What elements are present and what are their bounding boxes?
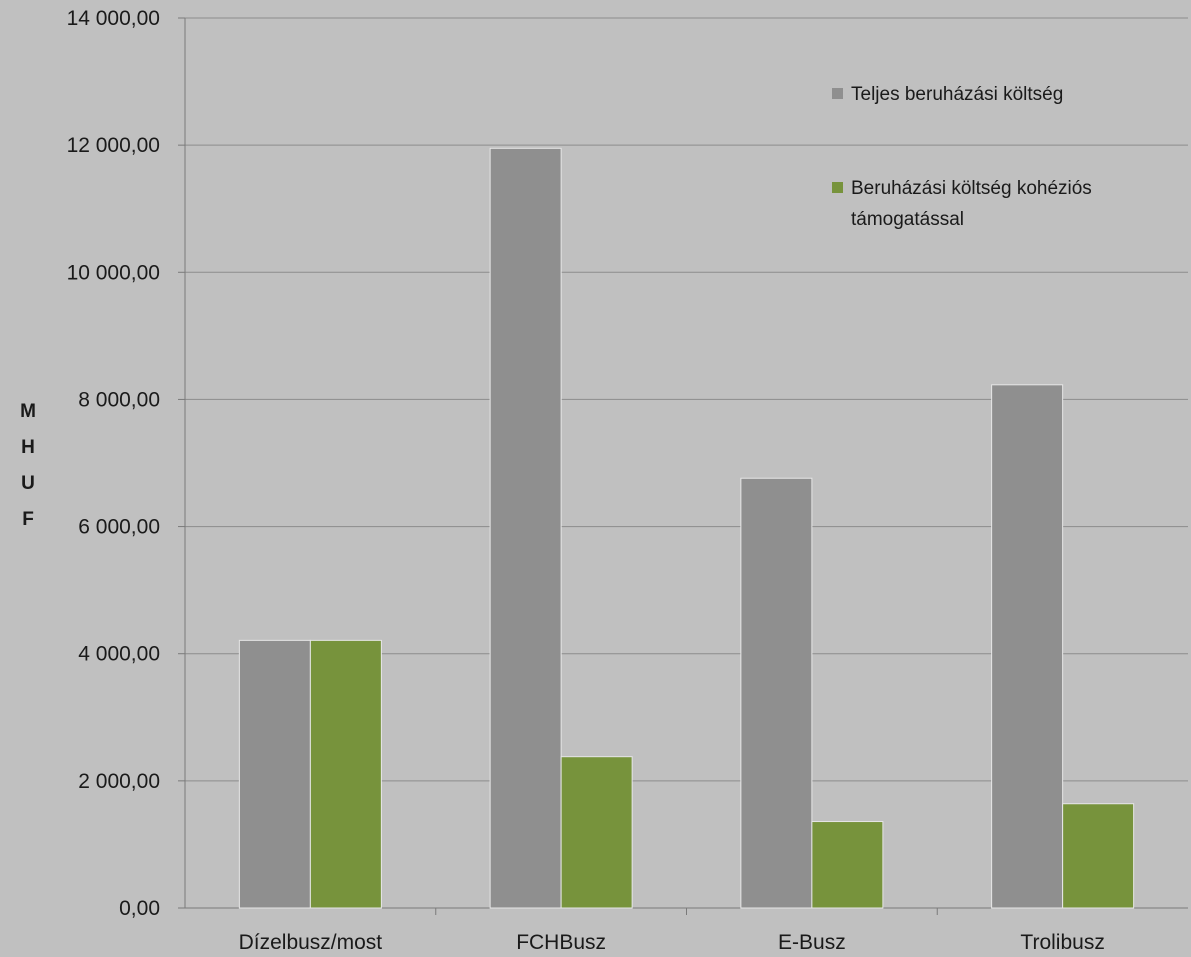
x-category-label: E-Busz (778, 931, 846, 954)
legend-label: Beruházási költség kohéziós támogatással (851, 178, 1092, 230)
y-tick-label: 4 000,00 (78, 643, 160, 666)
legend-label: Teljes beruházási költség (851, 84, 1063, 105)
y-tick-label: 6 000,00 (78, 516, 160, 539)
y-axis-label-char: F (22, 509, 34, 530)
bars (238, 147, 1135, 909)
y-axis-label-char: M (20, 401, 36, 422)
legend: Teljes beruházási költség Beruházási költ… (832, 84, 1092, 230)
y-tick-label: 12 000,00 (67, 134, 160, 157)
y-tick-label: 14 000,00 (67, 7, 160, 30)
bar-cost-with-subsidy (309, 639, 382, 909)
bar-total-cost (740, 477, 813, 909)
bar-cost-with-subsidy (1062, 803, 1135, 909)
y-tick-label: 2 000,00 (78, 770, 160, 793)
bar-total-cost (238, 639, 311, 909)
x-category-label: Dízelbusz/most (239, 931, 383, 954)
legend-swatch (832, 88, 843, 99)
y-tick-label: 8 000,00 (78, 388, 160, 411)
y-tick-label: 10 000,00 (67, 261, 160, 284)
bar-cost-with-subsidy (811, 821, 884, 909)
x-category-label: FCHBusz (516, 931, 606, 954)
bar-total-cost (489, 147, 562, 909)
bar-total-cost (991, 384, 1064, 909)
x-category-label: Trolibusz (1020, 931, 1104, 954)
x-category-labels: Dízelbusz/most FCHBusz E-Busz Trolibusz (239, 931, 1105, 954)
y-axis-label-char: H (21, 437, 35, 458)
y-tick-labels: 0,00 2 000,00 4 000,00 6 000,00 8 000,00 10 0… (67, 7, 160, 920)
y-axis-label-char: U (21, 473, 35, 494)
y-tick-label: 0,00 (119, 897, 160, 920)
bar-cost-with-subsidy (560, 756, 633, 909)
legend-swatch (832, 182, 843, 193)
